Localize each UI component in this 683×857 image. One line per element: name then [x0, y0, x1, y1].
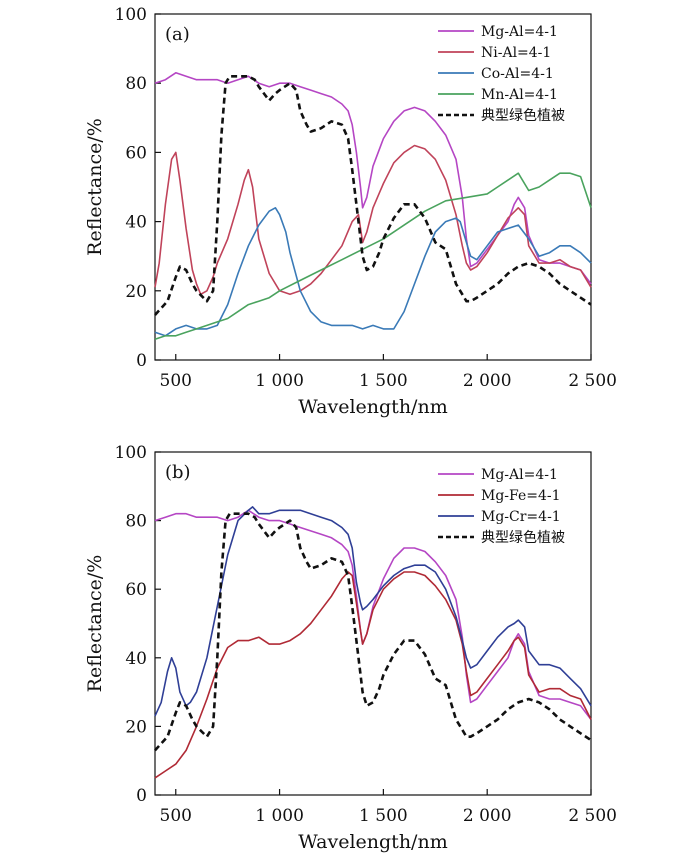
legend-label-3: Co-Al=4-1: [481, 66, 554, 82]
series-line-5: [154, 75, 592, 316]
legend-label-4: Mn-Al=4-1: [481, 87, 558, 103]
legend-label-1: Mg-Al=4-1: [481, 24, 558, 40]
x-tick-label: 2 500: [568, 806, 617, 826]
y-axis-label: Reflectance/%: [84, 555, 106, 693]
y-tick-label: 80: [125, 512, 147, 532]
series-line-2: [154, 571, 592, 779]
y-tick-label: 40: [125, 649, 147, 669]
series-line-1: [154, 509, 592, 720]
x-axis-label: Wavelength/nm: [298, 396, 447, 418]
legend-label-2: Mg-Fe=4-1: [481, 488, 561, 504]
panel-label: (a): [165, 24, 190, 45]
panel-label: (b): [165, 462, 191, 483]
y-tick-label: 40: [125, 213, 147, 233]
y-tick-label: 80: [125, 74, 147, 94]
legend-label-4: 典型绿色植被: [481, 529, 565, 546]
x-axis-label: Wavelength/nm: [298, 831, 447, 853]
panel-a: 0 20 40 60 80 100 500 1 000 1 500 2 000 2 500 Wavel…: [84, 5, 617, 418]
x-tick-label: 1 000: [255, 806, 304, 826]
y-tick-label: 60: [125, 580, 147, 600]
legend-label-3: Mg-Cr=4-1: [481, 509, 561, 525]
series-line-1: [154, 72, 592, 285]
series-line-3: [154, 207, 592, 337]
x-tick-label: 500: [160, 806, 192, 826]
plot-frame: [154, 13, 592, 361]
panel-b: 0 20 40 60 80 100 500 1 000 1 500 2 000 2 500 Wavel…: [84, 443, 617, 853]
y-tick-label: 0: [136, 351, 147, 371]
legend-label-1: Mg-Al=4-1: [481, 467, 558, 483]
plot-frame: [154, 451, 592, 796]
x-tick-label: 2 500: [568, 371, 617, 391]
series-line-4: [154, 512, 592, 752]
y-tick-label: 20: [125, 282, 147, 302]
x-tick-label: 1 000: [255, 371, 304, 391]
x-tick-label: 1 500: [359, 371, 408, 391]
x-tick-label: 500: [160, 371, 192, 391]
x-tick-label: 2 000: [463, 806, 512, 826]
y-tick-label: 100: [115, 5, 147, 25]
series-line-3: [154, 506, 592, 717]
y-tick-label: 100: [115, 443, 147, 463]
x-tick-label: 1 500: [359, 806, 408, 826]
series-line-2: [154, 144, 592, 296]
x-tick-label: 2 000: [463, 371, 512, 391]
y-tick-label: 60: [125, 143, 147, 163]
y-axis-label: Reflectance/%: [84, 118, 106, 256]
legend-label-5: 典型绿色植被: [481, 107, 565, 124]
legend-label-2: Ni-Al=4-1: [481, 45, 551, 61]
y-tick-label: 20: [125, 717, 147, 737]
y-tick-label: 0: [136, 786, 147, 806]
